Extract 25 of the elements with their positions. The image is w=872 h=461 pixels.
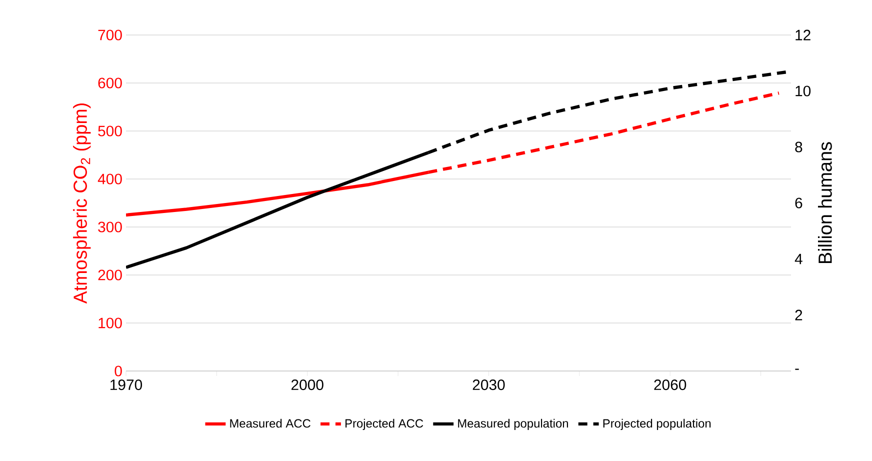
legend-label: Projected ACC (346, 418, 424, 430)
x-tick-label: 2030 (472, 380, 505, 390)
y2-tick-label: 2 (795, 310, 802, 320)
y-tick-label: 300 (98, 222, 122, 232)
y-tick-label: 500 (98, 126, 122, 136)
y-tick-label: 700 (98, 30, 122, 40)
y-axis-title: Atmospheric CO$_{2}$ (ppm) (73, 103, 91, 304)
legend-label: Measured ACC (230, 418, 310, 428)
y-tick-label: 100 (98, 318, 122, 328)
y-tick-label: 200 (98, 270, 122, 280)
y2-tick-label: - (795, 368, 799, 370)
y-tick-label: 600 (98, 78, 122, 88)
y2-tick-label: 10 (796, 86, 811, 96)
legend-label: Measured population (458, 418, 568, 430)
y2-tick-label: 6 (795, 198, 802, 208)
x-tick-label: 2060 (654, 380, 686, 390)
legend-label: Projected population (603, 418, 711, 430)
x-tick-label: 1970 (110, 380, 142, 390)
y2-tick-label: 4 (794, 254, 802, 264)
y2-axis-title: Billion humans (818, 142, 832, 264)
y2-tick-label: 12 (796, 30, 810, 40)
x-tick-label: 2000 (291, 380, 324, 390)
y-tick-label: 0 (114, 366, 122, 376)
y-tick-label: 400 (98, 174, 122, 184)
y2-tick-label: 8 (795, 142, 802, 152)
